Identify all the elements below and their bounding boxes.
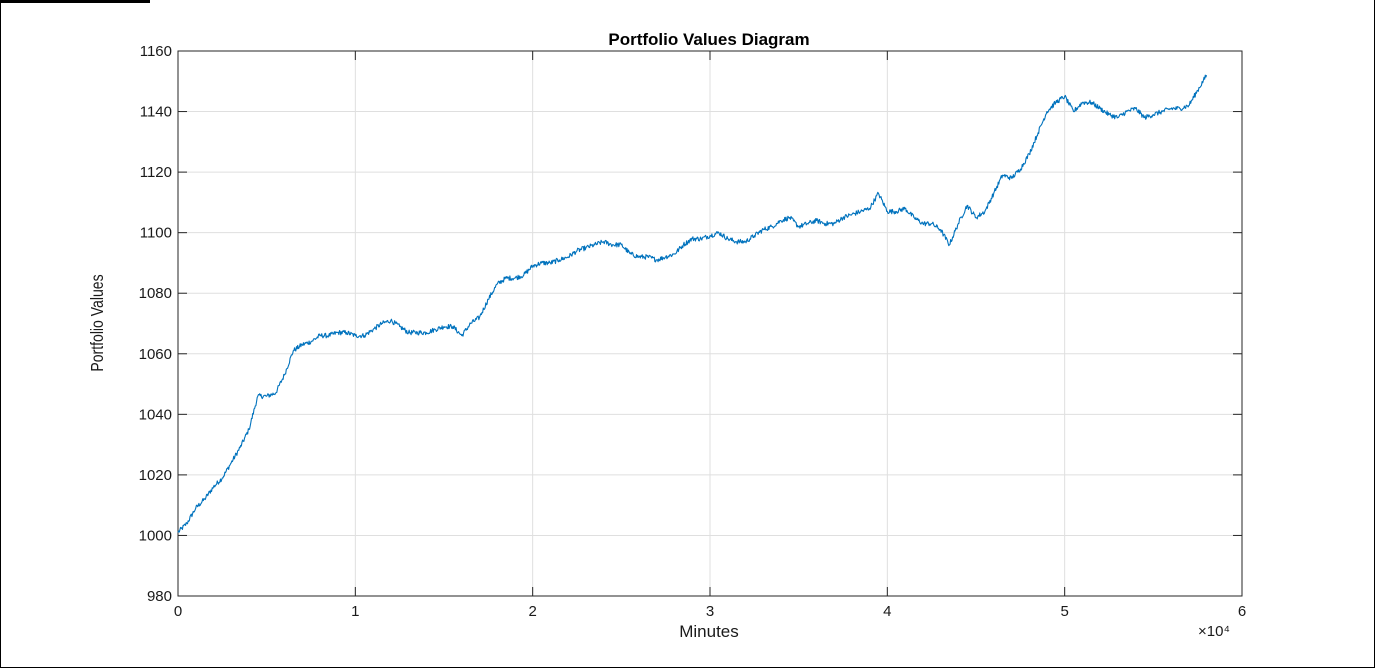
x-axis-label: Minutes bbox=[679, 622, 739, 641]
y-tick-label: 1080 bbox=[139, 285, 172, 302]
x-axis-exponent: ×10⁴ bbox=[1198, 623, 1230, 640]
axis-tick-marks bbox=[177, 50, 1243, 597]
y-tick-label: 1060 bbox=[139, 346, 172, 363]
y-axis-label: Portfolio Values bbox=[87, 274, 107, 371]
grid-lines bbox=[178, 51, 1242, 596]
x-tick-label: 3 bbox=[706, 603, 714, 620]
y-tick-label: 1020 bbox=[139, 467, 172, 484]
y-tick-labels: 980 1000 1020 1040 1060 1080 1100 1120 1140 1160 bbox=[139, 43, 172, 605]
x-tick-label: 4 bbox=[883, 603, 891, 620]
y-tick-label: 1100 bbox=[140, 225, 172, 242]
x-tick-label: 2 bbox=[528, 603, 536, 620]
window-top-edge bbox=[0, 0, 150, 3]
x-tick-label: 5 bbox=[1060, 603, 1068, 620]
x-tick-label: 6 bbox=[1238, 603, 1246, 620]
y-tick-label: 1160 bbox=[140, 43, 172, 60]
y-tick-label: 1120 bbox=[140, 164, 172, 181]
portfolio-values-line bbox=[177, 74, 1208, 533]
chart-title: Portfolio Values Diagram bbox=[608, 30, 809, 49]
x-tick-label: 1 bbox=[351, 603, 359, 620]
x-tick-labels: 0 1 2 3 4 5 6 bbox=[174, 603, 1246, 620]
y-tick-label: 980 bbox=[147, 588, 172, 605]
y-tick-label: 1040 bbox=[139, 406, 172, 423]
x-tick-label: 0 bbox=[174, 603, 182, 620]
y-tick-label: 1140 bbox=[140, 104, 172, 121]
y-tick-label: 1000 bbox=[139, 527, 172, 544]
